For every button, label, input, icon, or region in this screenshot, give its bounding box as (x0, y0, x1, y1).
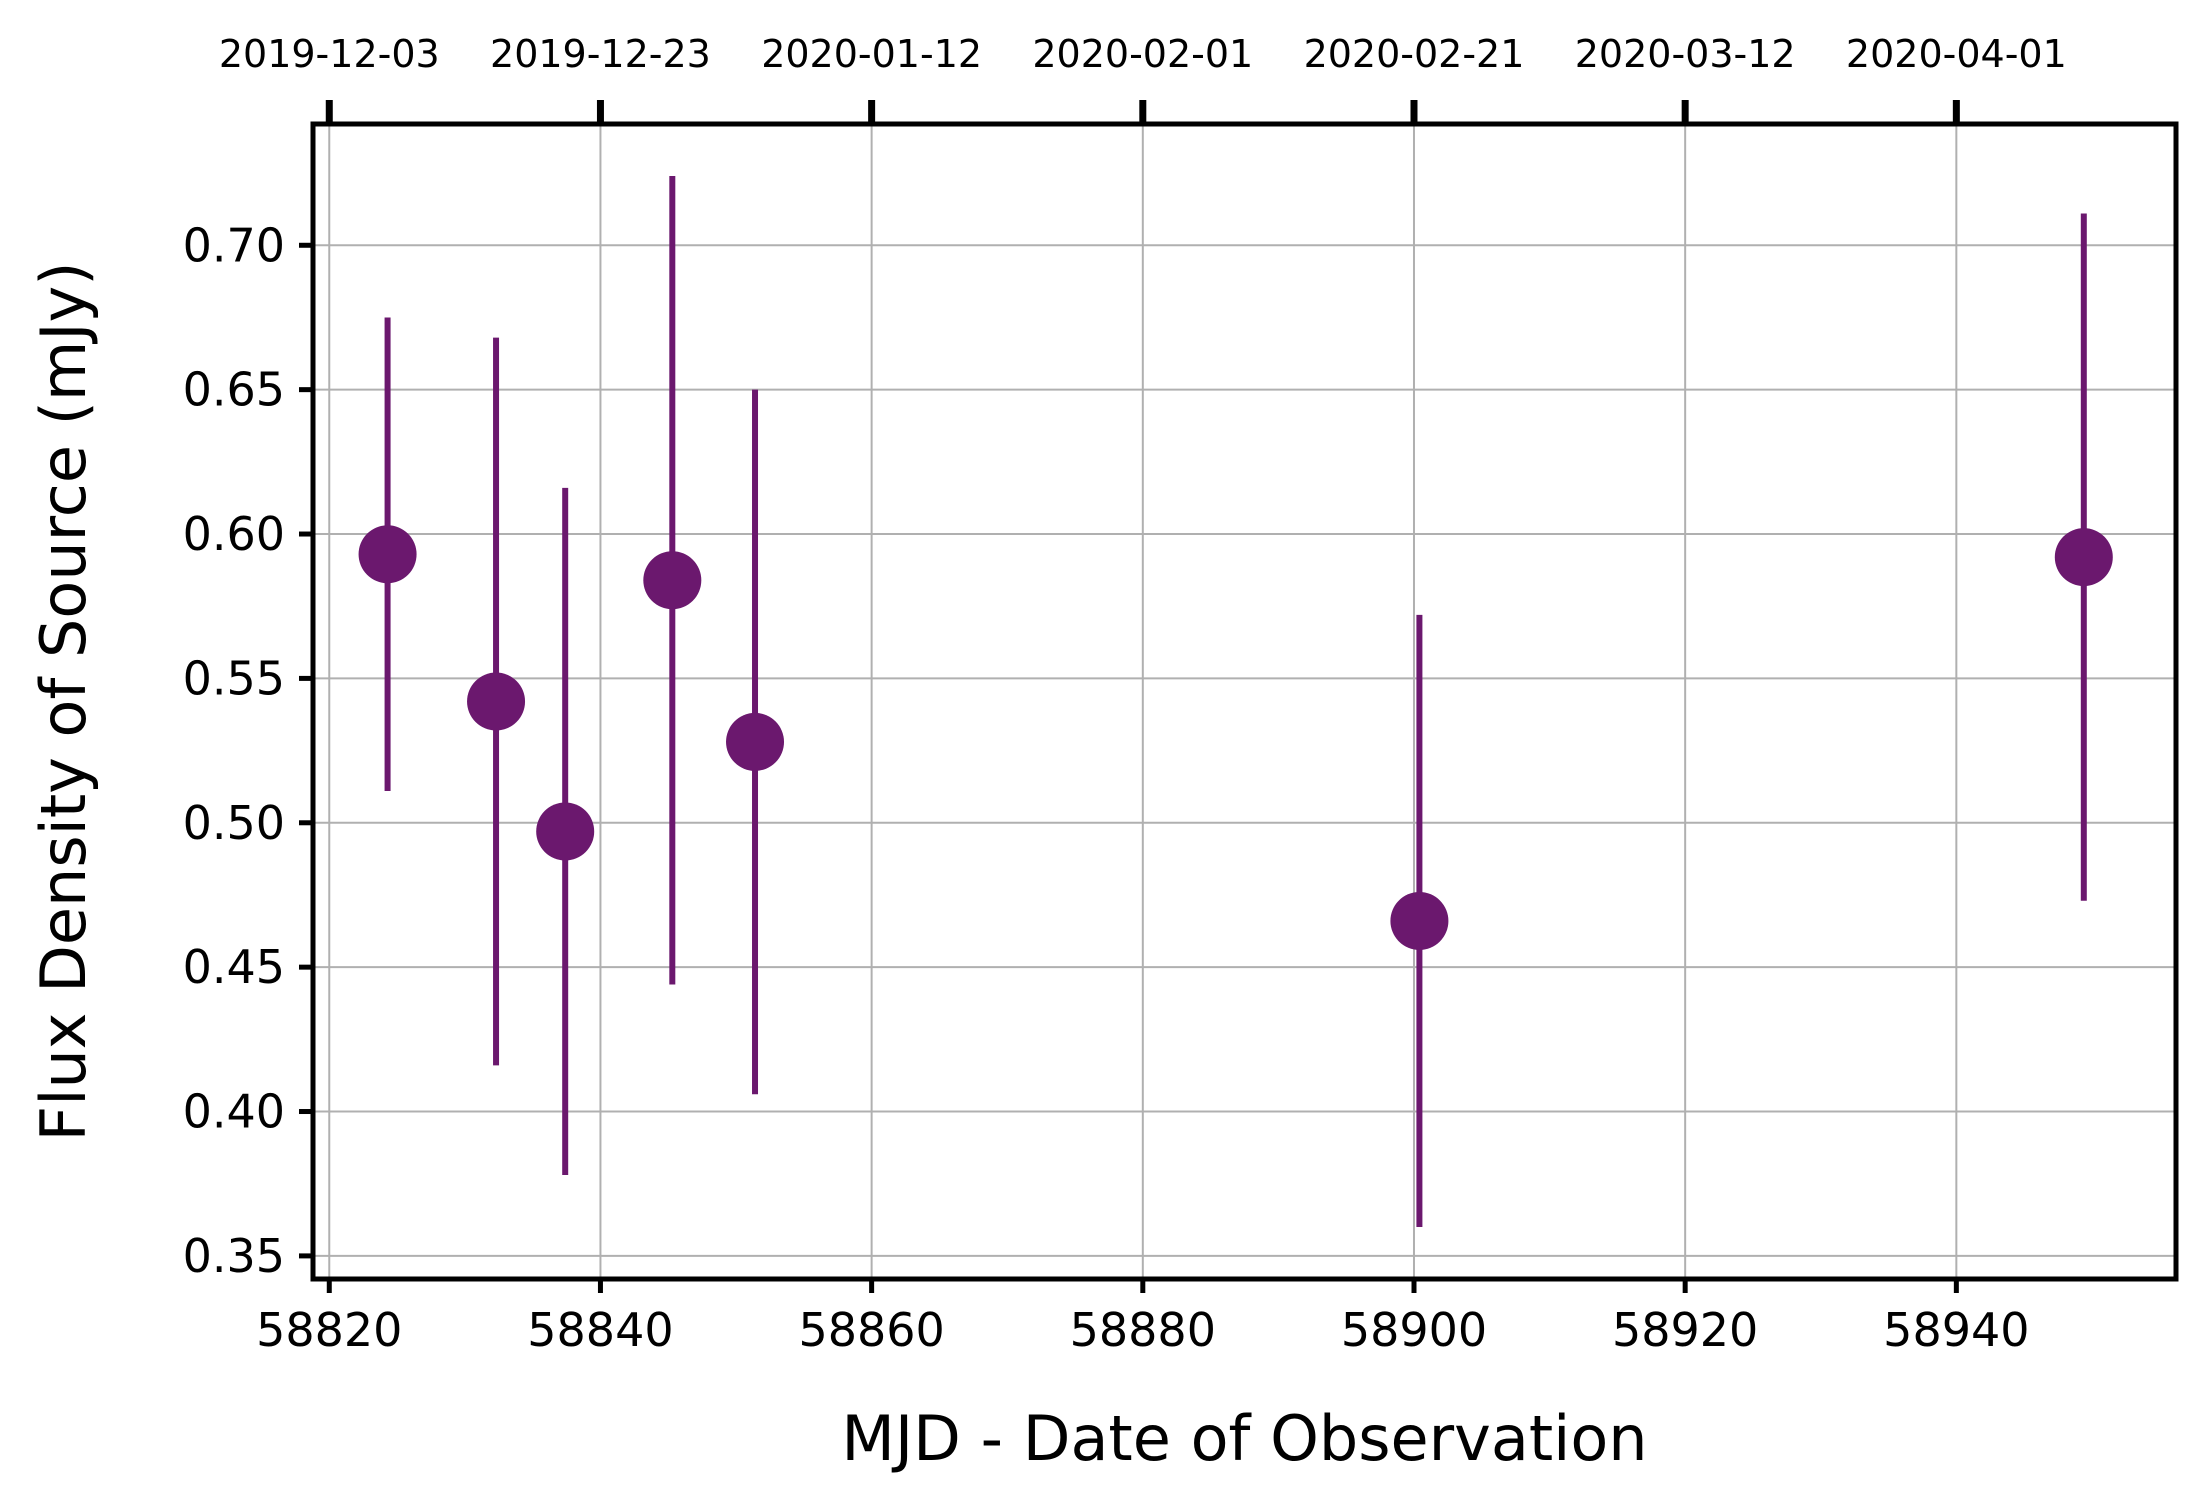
top-date-tick-label: 2020-01-12 (761, 32, 982, 76)
x-tick-label: 58900 (1341, 1303, 1487, 1357)
y-axis-title: Flux Density of Source (mJy) (27, 262, 100, 1142)
data-point (467, 672, 526, 731)
top-date-tick-label: 2020-02-01 (1032, 32, 1253, 76)
plot-frame (310, 121, 2179, 1282)
x-tick-label: 58820 (256, 1303, 402, 1357)
y-tick-label: 0.70 (183, 218, 285, 272)
y-tick-label: 0.45 (183, 940, 285, 994)
top-date-tick-label: 2020-04-01 (1846, 32, 2067, 76)
data-point (2054, 528, 2113, 587)
y-tick-label: 0.60 (183, 507, 285, 561)
x-tick-label: 58940 (1883, 1303, 2029, 1357)
data-point (358, 525, 417, 584)
top-date-tick-label: 2019-12-03 (219, 32, 440, 76)
top-date-tick-label: 2020-02-21 (1304, 32, 1525, 76)
x-tick-label: 58840 (527, 1303, 673, 1357)
data-point (643, 551, 702, 610)
top-date-tick-label: 2020-03-12 (1575, 32, 1796, 76)
y-tick-label: 0.50 (183, 796, 285, 850)
x-tick-label: 58860 (798, 1303, 944, 1357)
x-tick-label: 58880 (1070, 1303, 1216, 1357)
data-point (536, 802, 595, 861)
grid (313, 124, 2176, 1279)
y-tick-label: 0.55 (183, 651, 285, 705)
data-point (1390, 891, 1449, 950)
x-tick-label: 58920 (1612, 1303, 1758, 1357)
x-axis-title: MJD - Date of Observation (841, 1402, 1647, 1475)
data-series (358, 175, 2113, 1228)
axis-ticks: 58820 58840 58860 58880 58900 58920 58940 2019-… (183, 32, 2067, 1357)
y-tick-label: 0.40 (183, 1085, 285, 1139)
data-point (726, 712, 785, 771)
top-date-tick-label: 2019-12-23 (490, 32, 711, 76)
y-tick-label: 0.65 (183, 363, 285, 417)
y-tick-label: 0.35 (183, 1229, 285, 1283)
